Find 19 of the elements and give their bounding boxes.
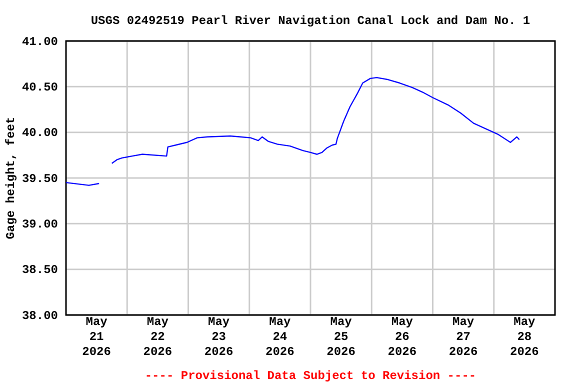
y-axis-title: Gage height, feet <box>4 116 18 240</box>
y-tick-label: 40.50 <box>22 80 58 95</box>
x-tick-label: May 27 2026 <box>448 315 478 359</box>
y-tick-label: 41.00 <box>22 34 58 49</box>
x-tick-label: May 26 2026 <box>388 315 417 359</box>
x-tick-label: May 28 2026 <box>510 315 539 359</box>
y-tick-label: 39.50 <box>22 172 58 186</box>
text: ---- Provisional Data Subject to Revision ---- <box>144 369 476 383</box>
y-tick-label: 39.00 <box>22 218 58 232</box>
y-tick-label: 38.00 <box>22 308 58 323</box>
x-tick-label: May 22 2026 <box>143 315 172 359</box>
x-tick-label: May 21 2026 <box>82 315 111 359</box>
x-tick-label: May 25 2026 <box>326 315 356 359</box>
y-tick-label: 40.00 <box>22 126 58 140</box>
line-series <box>111 76 520 164</box>
x-tick-label: May 23 2026 <box>204 315 234 359</box>
chart-title: USGS 02492519 Pearl River Navigation Canal Lock and Dam No. 1 <box>90 14 530 28</box>
y-tick-label: 38.50 <box>22 263 58 278</box>
x-tick-label: May 24 2026 <box>266 315 294 359</box>
